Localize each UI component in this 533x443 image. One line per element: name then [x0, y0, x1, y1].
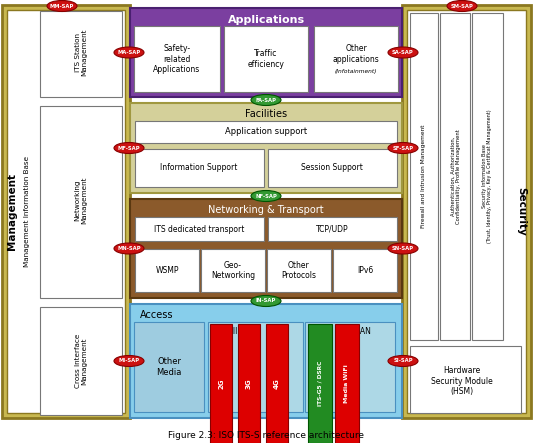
FancyBboxPatch shape — [201, 249, 265, 292]
FancyBboxPatch shape — [130, 8, 402, 97]
Text: Access: Access — [140, 310, 174, 320]
Text: SA-SAP: SA-SAP — [392, 50, 414, 55]
Text: Geo-
Networking: Geo- Networking — [211, 261, 255, 280]
FancyBboxPatch shape — [333, 249, 397, 292]
Text: MN-SAP: MN-SAP — [117, 246, 141, 251]
FancyBboxPatch shape — [208, 322, 303, 412]
Ellipse shape — [388, 47, 418, 58]
Ellipse shape — [447, 0, 477, 12]
Ellipse shape — [114, 243, 144, 254]
FancyBboxPatch shape — [134, 26, 220, 92]
Text: MF-SAP: MF-SAP — [118, 145, 140, 151]
Text: MM-SAP: MM-SAP — [50, 4, 74, 8]
FancyBboxPatch shape — [135, 249, 199, 292]
Text: Networking & Transport: Networking & Transport — [208, 205, 324, 215]
Ellipse shape — [388, 355, 418, 366]
Text: Other
Protocols: Other Protocols — [281, 261, 317, 280]
Text: Information Support: Information Support — [160, 163, 238, 172]
Text: SF-SAP: SF-SAP — [392, 145, 414, 151]
Text: WSMP: WSMP — [155, 266, 179, 275]
Text: Management Information Base: Management Information Base — [24, 156, 30, 267]
FancyBboxPatch shape — [410, 13, 438, 340]
Text: Applications: Applications — [228, 15, 304, 25]
Text: ITS Station
Management: ITS Station Management — [75, 29, 87, 76]
FancyBboxPatch shape — [130, 304, 402, 418]
Text: IPv6: IPv6 — [357, 266, 373, 275]
Text: IN-SAP: IN-SAP — [256, 299, 276, 303]
Ellipse shape — [388, 243, 418, 254]
Ellipse shape — [251, 295, 281, 307]
Text: Management: Management — [7, 173, 17, 250]
Ellipse shape — [114, 143, 144, 154]
FancyBboxPatch shape — [440, 13, 470, 340]
Text: Traffic
efficiency: Traffic efficiency — [247, 49, 285, 69]
FancyBboxPatch shape — [305, 322, 395, 412]
Text: Safety-
related
Applications: Safety- related Applications — [154, 44, 200, 74]
Text: MI-SAP: MI-SAP — [118, 358, 140, 364]
FancyBboxPatch shape — [410, 346, 521, 413]
Ellipse shape — [114, 355, 144, 366]
Text: Session Support: Session Support — [301, 163, 363, 172]
Text: Security: Security — [516, 187, 526, 236]
Text: MA-SAP: MA-SAP — [117, 50, 141, 55]
Ellipse shape — [47, 0, 77, 12]
Ellipse shape — [114, 47, 144, 58]
FancyBboxPatch shape — [224, 26, 308, 92]
FancyBboxPatch shape — [7, 10, 125, 413]
Text: Authentication, Authorization,
Confidentiality, Profile Management: Authentication, Authorization, Confident… — [450, 129, 462, 224]
FancyBboxPatch shape — [266, 324, 288, 443]
Text: FA-SAP: FA-SAP — [255, 97, 277, 102]
FancyBboxPatch shape — [2, 5, 130, 418]
FancyBboxPatch shape — [130, 199, 402, 298]
FancyBboxPatch shape — [308, 324, 332, 443]
Text: 2G: 2G — [218, 378, 224, 389]
Ellipse shape — [251, 94, 281, 105]
Text: ITS-G5 / DSRC: ITS-G5 / DSRC — [318, 361, 322, 406]
FancyBboxPatch shape — [314, 26, 398, 92]
FancyBboxPatch shape — [407, 10, 526, 413]
Text: 4G: 4G — [274, 378, 280, 389]
Text: (Infotainment): (Infotainment) — [335, 69, 377, 74]
Text: TCP/UDP: TCP/UDP — [316, 225, 348, 233]
Text: Facilities: Facilities — [245, 109, 287, 119]
Text: NF-SAP: NF-SAP — [255, 194, 277, 198]
FancyBboxPatch shape — [40, 106, 122, 298]
FancyBboxPatch shape — [40, 11, 122, 97]
Text: WLAN: WLAN — [349, 327, 372, 336]
FancyBboxPatch shape — [268, 149, 397, 187]
Text: Cross Interface
Management: Cross Interface Management — [75, 334, 87, 388]
Text: Security Information Base
(Trust, Identity, Privacy, Key & Certificat Management: Security Information Base (Trust, Identi… — [482, 110, 492, 243]
FancyBboxPatch shape — [134, 322, 204, 412]
FancyBboxPatch shape — [130, 103, 402, 193]
FancyBboxPatch shape — [402, 5, 531, 418]
FancyBboxPatch shape — [268, 217, 397, 241]
FancyBboxPatch shape — [472, 13, 503, 340]
FancyBboxPatch shape — [135, 149, 264, 187]
Text: Media WiFi: Media WiFi — [344, 364, 350, 403]
Text: Firewall and Intrusion Management: Firewall and Intrusion Management — [422, 125, 426, 228]
Text: Other
applications: Other applications — [333, 44, 379, 64]
FancyBboxPatch shape — [40, 307, 122, 415]
FancyBboxPatch shape — [335, 324, 359, 443]
Text: Cellular: Cellular — [223, 327, 253, 336]
Ellipse shape — [388, 143, 418, 154]
Text: Other
Media: Other Media — [156, 358, 182, 377]
FancyBboxPatch shape — [210, 324, 232, 443]
FancyBboxPatch shape — [238, 324, 260, 443]
Text: Networking
Management: Networking Management — [75, 177, 87, 224]
Text: Figure 2.3: ISO ITS-S reference architecture: Figure 2.3: ISO ITS-S reference architec… — [168, 431, 364, 440]
Text: ITS dedicated transport: ITS dedicated transport — [154, 225, 244, 233]
FancyBboxPatch shape — [267, 249, 331, 292]
FancyBboxPatch shape — [135, 217, 264, 241]
Text: SM-SAP: SM-SAP — [450, 4, 473, 8]
Text: Application support: Application support — [225, 128, 307, 136]
Text: 3G: 3G — [246, 378, 252, 389]
FancyBboxPatch shape — [135, 121, 397, 143]
Text: SI-SAP: SI-SAP — [393, 358, 413, 364]
Text: SN-SAP: SN-SAP — [392, 246, 414, 251]
Text: Hardware
Security Module
(HSM): Hardware Security Module (HSM) — [431, 366, 492, 396]
Ellipse shape — [251, 190, 281, 202]
